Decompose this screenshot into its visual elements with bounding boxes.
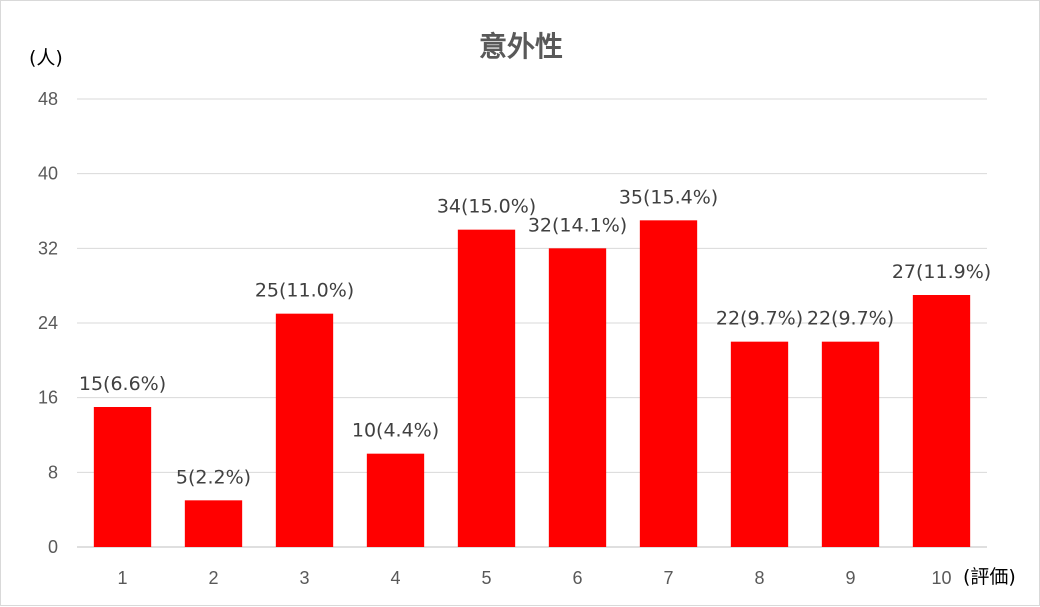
- x-tick-label: 10: [931, 568, 951, 588]
- data-label: 32(14.1%): [528, 214, 627, 236]
- data-labels: 15(6.6%) 5(2.2%) 25(11.0%) 10(4.4%) 34(15.0%…: [79, 186, 991, 488]
- bar: [639, 220, 698, 548]
- y-tick-label: 32: [38, 238, 58, 258]
- x-tick-label: 9: [845, 568, 855, 588]
- data-label: 27(11.9%): [892, 261, 991, 283]
- data-label: 22(9.7%): [807, 308, 894, 330]
- x-tick-label: 1: [117, 568, 127, 588]
- x-tick-label: 6: [572, 568, 582, 588]
- data-label: 5(2.2%): [176, 466, 251, 488]
- data-label: 10(4.4%): [352, 420, 439, 442]
- y-tick-label: 16: [38, 388, 58, 408]
- x-tick-label: 5: [481, 568, 491, 588]
- x-tick-label: 3: [299, 568, 309, 588]
- data-label: 25(11.0%): [255, 280, 354, 302]
- y-tick-label: 40: [38, 164, 58, 184]
- x-tick-label: 2: [208, 568, 218, 588]
- x-tick-label: 7: [663, 568, 673, 588]
- bar: [93, 407, 152, 547]
- data-label: 35(15.4%): [619, 186, 718, 208]
- chart-title: 意外性: [479, 30, 563, 63]
- y-tick-label: 48: [38, 89, 58, 109]
- x-tick-label: 4: [390, 568, 400, 588]
- y-tick-label: 8: [48, 462, 58, 482]
- bar: [548, 248, 607, 548]
- bar: [821, 341, 880, 547]
- bar: [275, 313, 334, 547]
- y-axis-ticks: 0 8 16 24 32 40 48: [38, 89, 58, 557]
- y-tick-label: 24: [38, 313, 58, 333]
- y-axis-unit-label: (人): [29, 47, 63, 69]
- x-axis-unit-label: (評価): [963, 566, 1016, 588]
- bar: [912, 295, 971, 547]
- bar: [184, 500, 243, 547]
- y-tick-label: 0: [48, 537, 58, 557]
- x-tick-label: 8: [754, 568, 764, 588]
- data-label: 34(15.0%): [437, 196, 536, 218]
- bar: [457, 229, 516, 547]
- gridlines: [77, 98, 987, 548]
- bars: [93, 220, 971, 548]
- bar: [366, 453, 425, 547]
- data-label: 15(6.6%): [79, 373, 166, 395]
- data-label: 22(9.7%): [716, 308, 803, 330]
- x-axis-ticks: 1 2 3 4 5 6 7 8 9 10: [117, 568, 951, 588]
- bar: [730, 341, 789, 547]
